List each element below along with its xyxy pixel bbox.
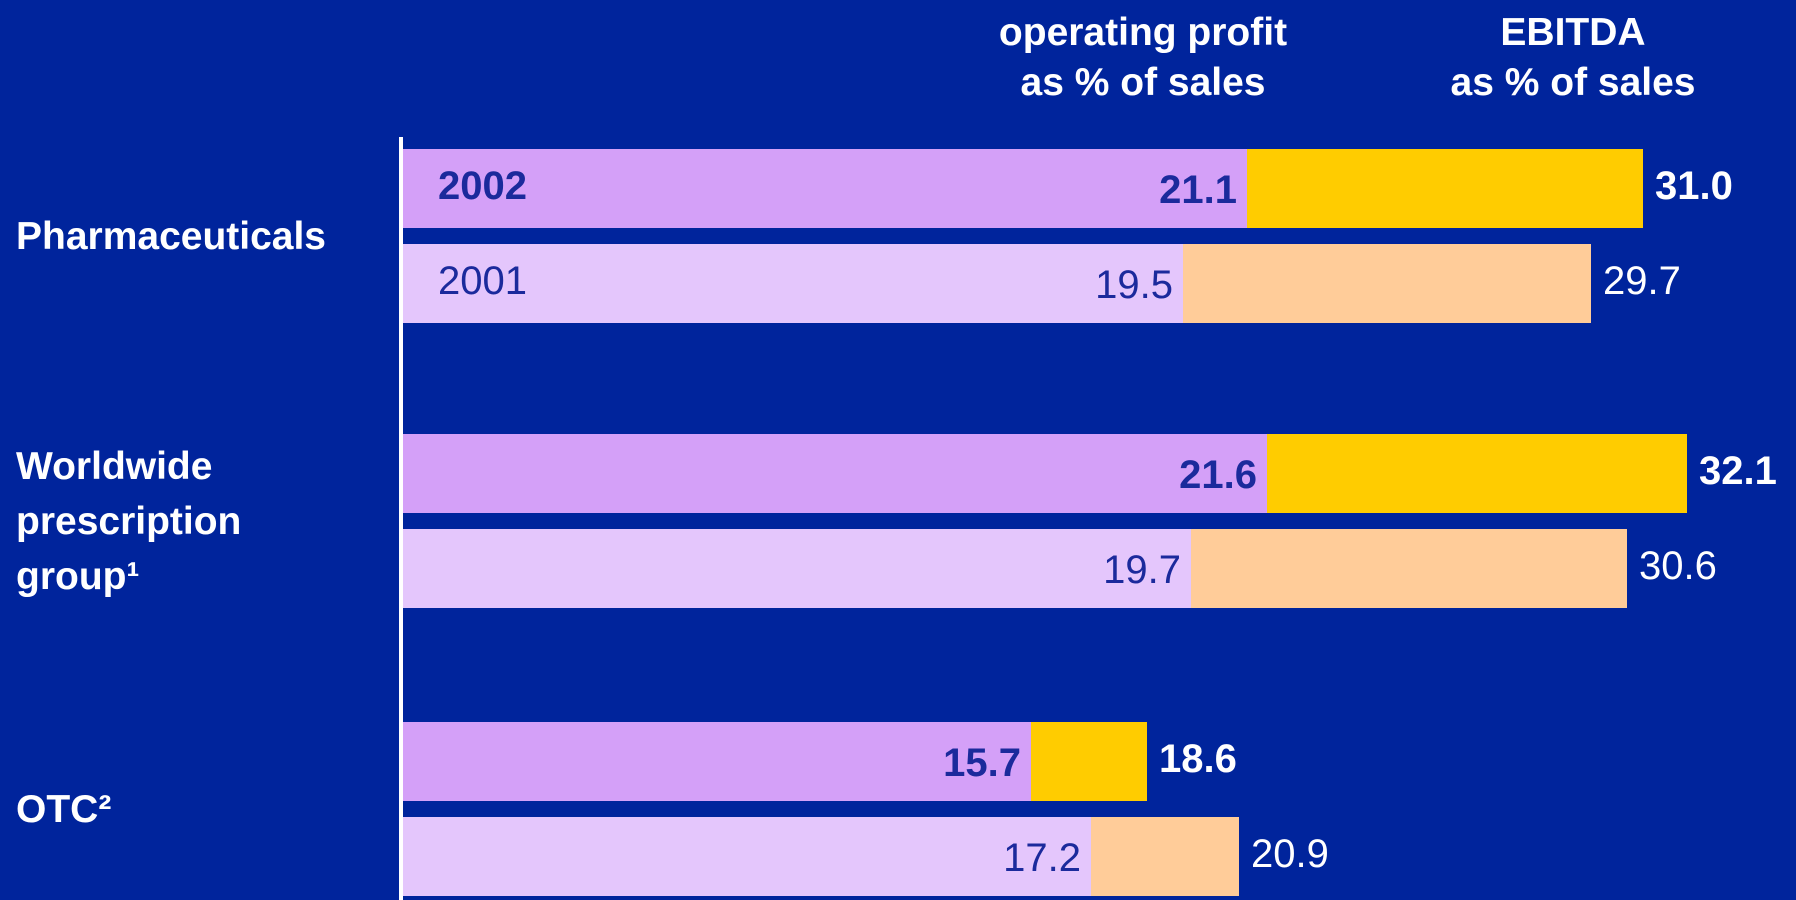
op-value-label: 19.5 (1095, 263, 1173, 307)
category-label: OTC² (16, 787, 112, 831)
op-value-label: 21.6 (1179, 453, 1257, 497)
header-line: operating profit (998, 11, 1288, 54)
year-label: 2001 (438, 259, 527, 303)
year-label: 2002 (438, 164, 527, 208)
header-line: EBITDA (1500, 11, 1646, 54)
op-bar (403, 529, 1191, 608)
ebitda-value-label: 20.9 (1251, 832, 1329, 876)
ebitda-value-label: 18.6 (1159, 737, 1237, 781)
header-ebitda: EBITDA as % of sales (1408, 8, 1738, 108)
ebitda-value-label: 30.6 (1639, 544, 1717, 588)
header-op: operating profit as % of sales (978, 8, 1308, 108)
category-label: Worldwide prescription group¹ (16, 444, 242, 598)
category-label: Pharmaceuticals (16, 214, 327, 258)
op-bar (403, 434, 1267, 513)
op-value-label: 17.2 (1003, 836, 1081, 880)
op-bar (403, 149, 1247, 228)
op-value-label: 21.1 (1159, 168, 1237, 212)
ebitda-value-label: 31.0 (1655, 164, 1733, 208)
ebitda-value-label: 32.1 (1699, 449, 1777, 493)
op-bar (403, 722, 1031, 801)
header-line: as % of sales (1450, 61, 1696, 104)
op-value-label: 19.7 (1103, 548, 1181, 592)
op-bar (403, 244, 1183, 323)
ebitda-value-label: 29.7 (1603, 259, 1681, 303)
op-value-label: 15.7 (943, 741, 1021, 785)
header-line: as % of sales (1020, 61, 1266, 104)
op-bar (403, 817, 1091, 896)
